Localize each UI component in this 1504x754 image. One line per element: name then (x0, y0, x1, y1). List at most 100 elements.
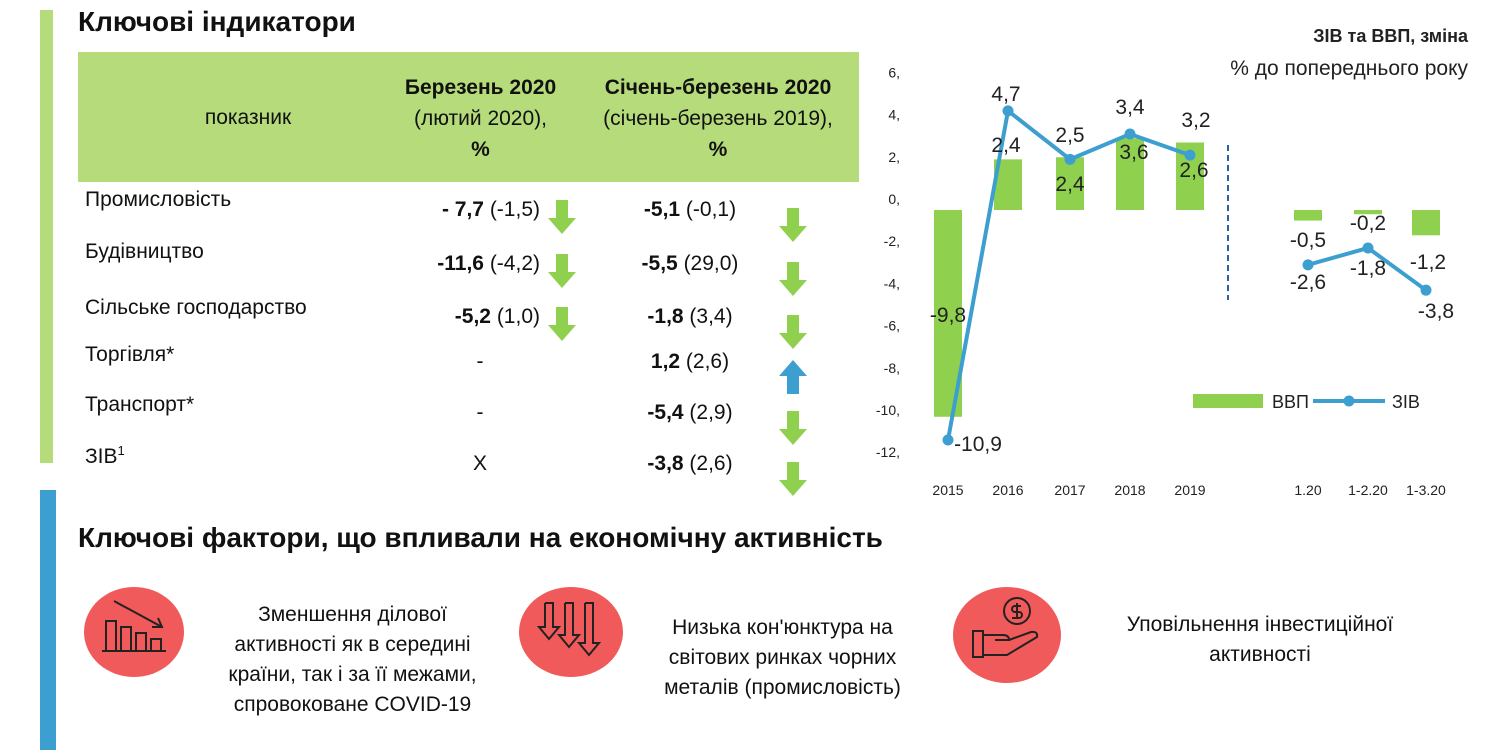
arrow-down-icon (779, 462, 807, 496)
wages-data-label: 3,6 (1119, 141, 1148, 164)
col-q1-title: Січень-березень 2020 (604, 76, 832, 99)
gdp-data-label: 3,4 (1115, 96, 1145, 119)
row-label: ЗІВ1 (85, 443, 125, 469)
arrow-down-icon (548, 307, 576, 341)
trend-arrow (547, 254, 577, 288)
row-label: Торгівля* (85, 343, 174, 367)
q1-prev: (3,4) (683, 305, 733, 328)
q1-prev: (2,6) (680, 350, 730, 373)
gdp-data-label: -9,8 (930, 304, 966, 327)
factor-1-line-3: країни, так і за її межами, (228, 663, 477, 686)
gdp-data-label: -0,2 (1350, 212, 1386, 235)
y-tick-label: -2, (884, 233, 900, 249)
x-tick-label: 1-3.20 (1406, 482, 1446, 498)
arrow-down-icon (779, 411, 807, 445)
q1-prev: (-0,1) (680, 198, 737, 221)
march-main: - 7,7 (441, 198, 484, 221)
factor-3-line-2: активності (1209, 643, 1311, 666)
gdp-wages-chart: ЗІВ та ВВП, зміна % до попереднього року 6… (876, 26, 1469, 498)
x-tick-label: 2018 (1114, 482, 1145, 498)
x-tick-label: 2015 (932, 482, 963, 498)
wages-data-label: -2,6 (1290, 271, 1326, 294)
row-label-text: Промисловість (85, 188, 232, 211)
wages-point (1420, 284, 1432, 296)
y-tick-label: -8, (884, 360, 900, 376)
march-prev: (-4,2) (483, 252, 540, 275)
gdp-data-label: 3,2 (1181, 109, 1210, 132)
x-tick-label: 1-2.20 (1348, 482, 1388, 498)
q1-value: 1,2 (2,6) (620, 350, 760, 374)
wages-point (1002, 105, 1014, 117)
q1-main: -5,4 (647, 401, 684, 424)
trend-arrow (547, 200, 577, 234)
march-value: - (476, 401, 484, 424)
y-tick-label: -10, (876, 402, 900, 418)
arrow-down-icon (779, 315, 807, 349)
q1-main: 1,2 (650, 350, 681, 373)
col-q1-header: Січень-березень 2020 (січень-березень 20… (583, 72, 853, 165)
col-march-unit: % (471, 138, 490, 161)
chart-subtitle: % до попереднього року (1230, 57, 1468, 80)
col-march-sub: (лютий 2020), (414, 107, 547, 130)
legend-swatch-gdp (1193, 394, 1263, 408)
q1-main: -3,8 (647, 452, 684, 475)
march-value: Х (472, 452, 487, 475)
gdp-data-label: 2,5 (1055, 124, 1084, 147)
legend-label-wages: ЗІВ (1392, 392, 1420, 412)
factor-2-line-2: світових ринках чорних (668, 646, 897, 669)
q1-main: -5,5 (641, 252, 678, 275)
arrow-up-icon (779, 360, 807, 394)
legend-label-gdp: ВВП (1272, 392, 1309, 412)
q1-value: -5,4 (2,9) (620, 401, 760, 425)
q1-value: -3,8 (2,6) (620, 452, 760, 476)
gdp-bar (1056, 157, 1084, 210)
row-label: Промисловість (85, 188, 231, 212)
gdp-bar (1294, 210, 1322, 221)
col-march-title: Березень 2020 (404, 76, 557, 99)
legend-swatch-wages-point (1343, 395, 1355, 407)
factors-heading: Ключові фактори, що впливали на економіч… (78, 522, 883, 553)
factor-3-line-1: Уповільнення інвестиційної (1126, 613, 1394, 636)
arrow-down-icon (548, 254, 576, 288)
down-arrows-icon (519, 587, 623, 677)
col-march-header: Березень 2020 (лютий 2020), % (368, 72, 593, 165)
y-tick-label: 0, (888, 191, 900, 207)
gdp-bar (1116, 138, 1144, 210)
x-tick-label: 2016 (992, 482, 1023, 498)
wages-point (1184, 149, 1196, 161)
trend-arrow (778, 360, 808, 394)
wages-point (1064, 153, 1076, 165)
y-tick-label: 6, (888, 64, 900, 80)
wages-data-label: -10,9 (954, 433, 1002, 456)
march-value: - 7,7 (-1,5) (442, 198, 540, 222)
q1-value: -5,5 (29,0) (620, 252, 760, 276)
factor-1-line-1: Зменшення ділової (258, 603, 447, 626)
x-tick-label: 2019 (1174, 482, 1205, 498)
factor-text-1: Зменшення ділової активності як в середи… (190, 600, 515, 720)
wages-data-label: 2,4 (1055, 173, 1085, 196)
wages-data-label: 2,6 (1179, 159, 1208, 182)
row-label-text: Сільське господарство (85, 296, 307, 319)
march-main: -11,6 (437, 252, 484, 275)
trend-arrow (778, 208, 808, 242)
wages-data-label: -3,8 (1418, 300, 1454, 323)
wages-data-label: 4,7 (991, 83, 1020, 106)
q1-prev: (29,0) (677, 252, 739, 275)
col-q1-unit: % (708, 138, 728, 161)
q1-value: -1,8 (3,4) (620, 305, 760, 329)
y-tick-label: 2, (888, 149, 900, 165)
q1-prev: (2,6) (683, 452, 733, 475)
q1-value: -5,1 (-0,1) (620, 198, 760, 222)
y-tick-label: -6, (884, 318, 900, 334)
march-value: -5,2 (1,0) (455, 305, 540, 329)
q1-prev: (2,9) (683, 401, 733, 424)
wages-data-label: -1,8 (1350, 257, 1386, 280)
arrow-down-icon (779, 262, 807, 296)
chart-title: ЗІВ та ВВП, зміна (1313, 26, 1469, 46)
factor-2-line-3: металів (промисловість) (664, 676, 901, 699)
trend-arrow (547, 307, 577, 341)
trend-arrow (778, 462, 808, 496)
gdp-data-label: -1,2 (1410, 251, 1446, 274)
gdp-bar (1412, 210, 1440, 236)
table-header: показник Березень 2020 (лютий 2020), % С… (78, 52, 859, 182)
